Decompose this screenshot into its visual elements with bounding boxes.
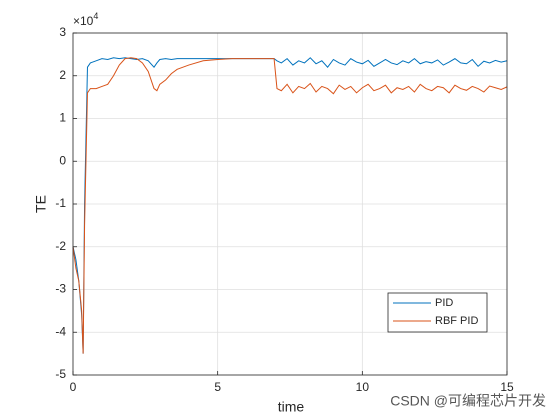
series-line: [72, 57, 508, 354]
series-line: [72, 57, 508, 354]
y-tick-label: 1: [59, 111, 66, 125]
y-multiplier: ×104: [73, 11, 98, 28]
grid: [72, 32, 508, 376]
legend-label: PID: [435, 297, 453, 309]
y-tick-label: 2: [59, 68, 66, 82]
x-tick-label: 0: [70, 380, 77, 394]
y-tick-label: -5: [55, 367, 66, 381]
legend-label: RBF PID: [435, 315, 478, 327]
legend-box: [387, 292, 488, 333]
watermark: CSDN @可编程芯片开发: [390, 393, 546, 409]
ticks: 0 5 10 15 -5 -4 -3 -2 -1 0 1 2 3: [55, 25, 514, 394]
y-tick-label: -4: [55, 324, 66, 338]
y-tick-label: -3: [55, 282, 66, 296]
x-tick-label: 10: [356, 380, 370, 394]
x-tick-label: 5: [214, 380, 221, 394]
lines: [72, 57, 508, 354]
y-tick-label: 0: [59, 153, 66, 167]
y-axis-label: TE: [33, 195, 49, 213]
legend: PID RBF PID: [387, 292, 488, 333]
y-tick-label: 3: [59, 25, 66, 39]
y-multiplier-base: ×10: [73, 14, 94, 28]
x-tick-label: 15: [500, 380, 514, 394]
y-tick-label: -2: [55, 239, 66, 253]
y-multiplier-power: 4: [93, 11, 98, 21]
x-axis-label: time: [278, 399, 305, 415]
y-tick-label: -1: [55, 196, 66, 210]
